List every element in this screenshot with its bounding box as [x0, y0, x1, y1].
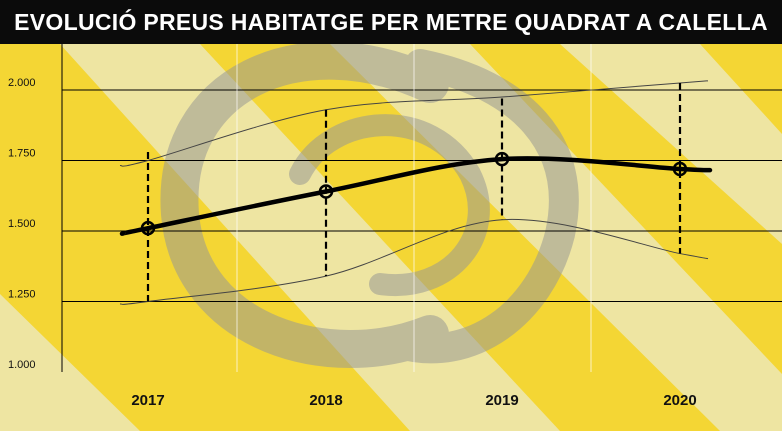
- watermark-arc: [160, 44, 449, 368]
- y-tick-label: 1.000: [8, 359, 36, 371]
- data-point-2018: [318, 184, 334, 199]
- y-tick-label: 2.000: [8, 77, 36, 89]
- chart-area: 1.000 1.250 1.500 1.750 2.000 2017 2018 2019 20…: [0, 44, 782, 431]
- data-point-2019: [494, 151, 510, 167]
- x-tick-label: 2018: [309, 392, 342, 409]
- x-axis-tick-labels: 2017 2018 2019 2020: [131, 392, 696, 409]
- y-tick-label: 1.750: [8, 148, 36, 160]
- chart-title-bar: EVOLUCIÓ PREUS HABITATGE PER METRE QUADR…: [0, 0, 782, 44]
- main-series-line: [119, 156, 713, 236]
- watermark-shape: [160, 44, 579, 368]
- x-tick-label: 2017: [131, 392, 164, 409]
- upper-band-line: [119, 80, 709, 167]
- gridlines: [61, 44, 782, 372]
- watermark-arc: [385, 49, 579, 364]
- x-tick-label: 2020: [663, 392, 696, 409]
- lower-band-line: [119, 218, 709, 305]
- y-tick-label: 1.250: [8, 289, 36, 301]
- y-tick-label: 1.500: [8, 218, 36, 230]
- watermark-arc: [289, 114, 490, 297]
- background-stripe: [0, 134, 140, 431]
- x-tick-label: 2019: [485, 392, 518, 409]
- logo-watermark: [160, 44, 579, 368]
- band-lines: [119, 80, 709, 305]
- y-axis-tick-labels: 1.000 1.250 1.500 1.750 2.000: [8, 77, 36, 371]
- data-point-2020: [672, 161, 688, 177]
- data-point-2017: [140, 220, 156, 236]
- main-series: [119, 151, 713, 236]
- background-stripe: [560, 44, 782, 244]
- chart-title: EVOLUCIÓ PREUS HABITATGE PER METRE QUADR…: [14, 8, 768, 35]
